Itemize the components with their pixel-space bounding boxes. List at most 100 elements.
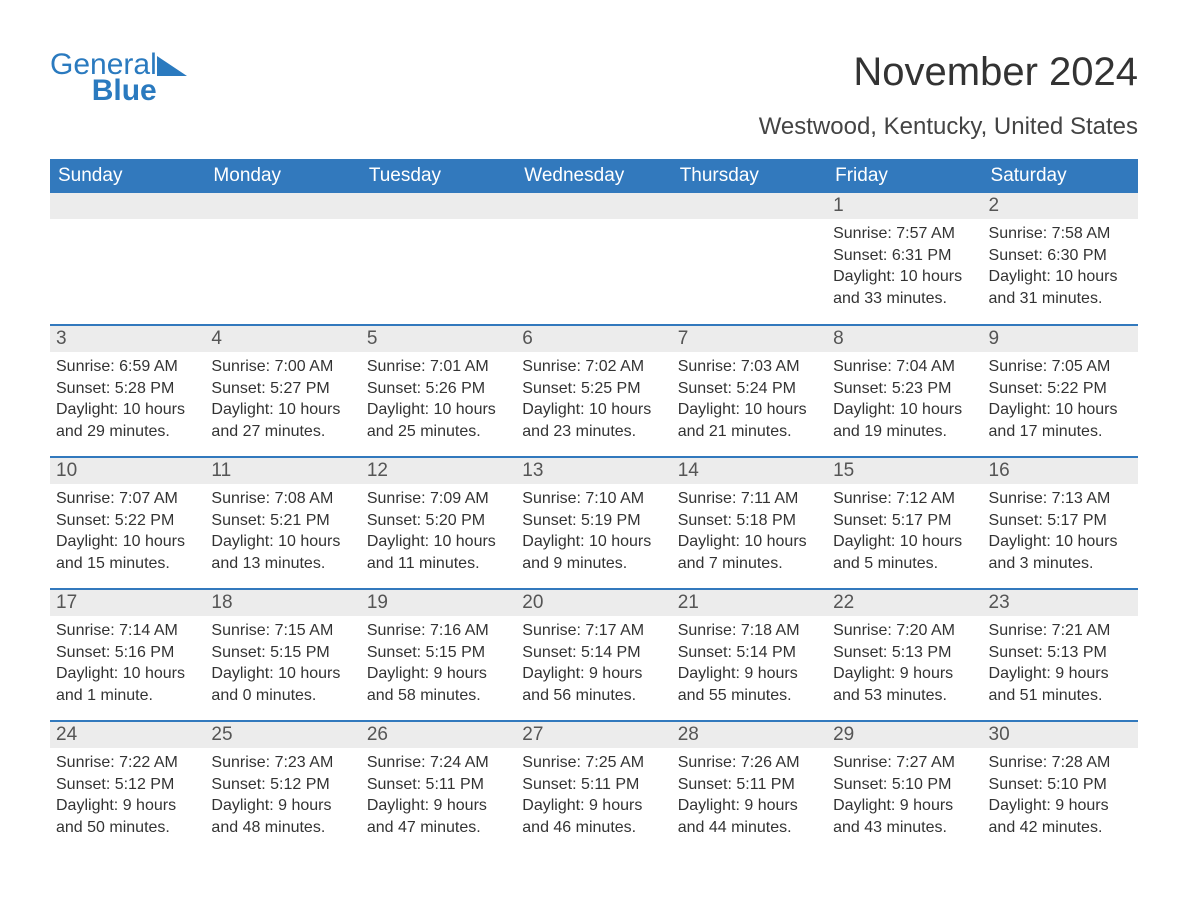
day-details: Sunrise: 7:08 AMSunset: 5:21 PMDaylight:… — [205, 484, 360, 582]
day-number: 3 — [50, 326, 205, 352]
sunset-line: Sunset: 5:15 PM — [367, 642, 510, 664]
sunset-line: Sunset: 5:12 PM — [211, 774, 354, 796]
daylight-line: Daylight: 10 hours and 13 minutes. — [211, 531, 354, 574]
sunrise-line: Sunrise: 7:12 AM — [833, 488, 976, 510]
calendar-cell: 13Sunrise: 7:10 AMSunset: 5:19 PMDayligh… — [516, 457, 671, 589]
day-number: 27 — [516, 722, 671, 748]
sunset-line: Sunset: 5:13 PM — [833, 642, 976, 664]
sunrise-line: Sunrise: 7:04 AM — [833, 356, 976, 378]
calendar-header: Sunday Monday Tuesday Wednesday Thursday… — [50, 159, 1138, 193]
sunrise-line: Sunrise: 7:17 AM — [522, 620, 665, 642]
day-number: 22 — [827, 590, 982, 616]
calendar-cell: 29Sunrise: 7:27 AMSunset: 5:10 PMDayligh… — [827, 721, 982, 853]
sunrise-line: Sunrise: 7:01 AM — [367, 356, 510, 378]
day-number: 5 — [361, 326, 516, 352]
daylight-line: Daylight: 10 hours and 9 minutes. — [522, 531, 665, 574]
calendar-cell — [672, 193, 827, 325]
day-number: 21 — [672, 590, 827, 616]
sunrise-line: Sunrise: 7:03 AM — [678, 356, 821, 378]
calendar-body: 1Sunrise: 7:57 AMSunset: 6:31 PMDaylight… — [50, 193, 1138, 853]
daylight-line: Daylight: 10 hours and 17 minutes. — [989, 399, 1132, 442]
day-details: Sunrise: 7:15 AMSunset: 5:15 PMDaylight:… — [205, 616, 360, 714]
sunset-line: Sunset: 5:11 PM — [522, 774, 665, 796]
day-number: 30 — [983, 722, 1138, 748]
day-details: Sunrise: 7:24 AMSunset: 5:11 PMDaylight:… — [361, 748, 516, 846]
sunrise-line: Sunrise: 7:24 AM — [367, 752, 510, 774]
day-details: Sunrise: 7:58 AMSunset: 6:30 PMDaylight:… — [983, 219, 1138, 317]
page-title: November 2024 — [759, 50, 1138, 95]
calendar-cell: 6Sunrise: 7:02 AMSunset: 5:25 PMDaylight… — [516, 325, 671, 457]
day-number: 2 — [983, 193, 1138, 219]
sunrise-line: Sunrise: 7:58 AM — [989, 223, 1132, 245]
calendar-cell: 28Sunrise: 7:26 AMSunset: 5:11 PMDayligh… — [672, 721, 827, 853]
day-details: Sunrise: 7:03 AMSunset: 5:24 PMDaylight:… — [672, 352, 827, 450]
sunset-line: Sunset: 5:23 PM — [833, 378, 976, 400]
day-details: Sunrise: 7:04 AMSunset: 5:23 PMDaylight:… — [827, 352, 982, 450]
day-number: 7 — [672, 326, 827, 352]
sunset-line: Sunset: 5:27 PM — [211, 378, 354, 400]
sunrise-line: Sunrise: 6:59 AM — [56, 356, 199, 378]
day-details: Sunrise: 7:18 AMSunset: 5:14 PMDaylight:… — [672, 616, 827, 714]
sunrise-line: Sunrise: 7:20 AM — [833, 620, 976, 642]
day-number-bar — [361, 193, 516, 219]
day-number: 29 — [827, 722, 982, 748]
day-number: 14 — [672, 458, 827, 484]
sunset-line: Sunset: 5:14 PM — [522, 642, 665, 664]
sunrise-line: Sunrise: 7:26 AM — [678, 752, 821, 774]
calendar-cell: 19Sunrise: 7:16 AMSunset: 5:15 PMDayligh… — [361, 589, 516, 721]
day-details: Sunrise: 7:05 AMSunset: 5:22 PMDaylight:… — [983, 352, 1138, 450]
header-saturday: Saturday — [983, 159, 1138, 193]
daylight-line: Daylight: 10 hours and 11 minutes. — [367, 531, 510, 574]
daylight-line: Daylight: 10 hours and 15 minutes. — [56, 531, 199, 574]
daylight-line: Daylight: 9 hours and 48 minutes. — [211, 795, 354, 838]
daylight-line: Daylight: 10 hours and 25 minutes. — [367, 399, 510, 442]
header-row: General Blue November 2024 Westwood, Ken… — [50, 50, 1138, 151]
logo: General Blue — [50, 50, 187, 106]
sunrise-line: Sunrise: 7:28 AM — [989, 752, 1132, 774]
day-details: Sunrise: 7:00 AMSunset: 5:27 PMDaylight:… — [205, 352, 360, 450]
day-number: 19 — [361, 590, 516, 616]
header-tuesday: Tuesday — [361, 159, 516, 193]
calendar-cell: 30Sunrise: 7:28 AMSunset: 5:10 PMDayligh… — [983, 721, 1138, 853]
day-details: Sunrise: 7:10 AMSunset: 5:19 PMDaylight:… — [516, 484, 671, 582]
day-details: Sunrise: 7:26 AMSunset: 5:11 PMDaylight:… — [672, 748, 827, 846]
daylight-line: Daylight: 9 hours and 43 minutes. — [833, 795, 976, 838]
day-number: 25 — [205, 722, 360, 748]
daylight-line: Daylight: 10 hours and 31 minutes. — [989, 266, 1132, 309]
sunset-line: Sunset: 5:20 PM — [367, 510, 510, 532]
title-block: November 2024 Westwood, Kentucky, United… — [759, 50, 1138, 151]
sunrise-line: Sunrise: 7:16 AM — [367, 620, 510, 642]
calendar-cell: 25Sunrise: 7:23 AMSunset: 5:12 PMDayligh… — [205, 721, 360, 853]
calendar-cell: 27Sunrise: 7:25 AMSunset: 5:11 PMDayligh… — [516, 721, 671, 853]
calendar-week: 3Sunrise: 6:59 AMSunset: 5:28 PMDaylight… — [50, 325, 1138, 457]
sunrise-line: Sunrise: 7:57 AM — [833, 223, 976, 245]
logo-triangle-icon — [157, 56, 187, 76]
sunset-line: Sunset: 5:11 PM — [678, 774, 821, 796]
daylight-line: Daylight: 9 hours and 56 minutes. — [522, 663, 665, 706]
sunrise-line: Sunrise: 7:00 AM — [211, 356, 354, 378]
location-subtitle: Westwood, Kentucky, United States — [759, 113, 1138, 141]
day-details: Sunrise: 6:59 AMSunset: 5:28 PMDaylight:… — [50, 352, 205, 450]
header-friday: Friday — [827, 159, 982, 193]
calendar-week: 10Sunrise: 7:07 AMSunset: 5:22 PMDayligh… — [50, 457, 1138, 589]
sunset-line: Sunset: 5:12 PM — [56, 774, 199, 796]
sunset-line: Sunset: 5:19 PM — [522, 510, 665, 532]
sunset-line: Sunset: 5:26 PM — [367, 378, 510, 400]
calendar-cell: 20Sunrise: 7:17 AMSunset: 5:14 PMDayligh… — [516, 589, 671, 721]
day-details: Sunrise: 7:21 AMSunset: 5:13 PMDaylight:… — [983, 616, 1138, 714]
sunset-line: Sunset: 5:17 PM — [833, 510, 976, 532]
daylight-line: Daylight: 9 hours and 46 minutes. — [522, 795, 665, 838]
calendar-cell: 5 Sunrise: 7:01 AMSunset: 5:26 PMDaylight… — [361, 325, 516, 457]
daylight-line: Daylight: 9 hours and 55 minutes. — [678, 663, 821, 706]
calendar-week: 24Sunrise: 7:22 AMSunset: 5:12 PMDayligh… — [50, 721, 1138, 853]
calendar-cell — [205, 193, 360, 325]
daylight-line: Daylight: 10 hours and 7 minutes. — [678, 531, 821, 574]
sunset-line: Sunset: 5:10 PM — [989, 774, 1132, 796]
day-number: 11 — [205, 458, 360, 484]
sunset-line: Sunset: 5:17 PM — [989, 510, 1132, 532]
daylight-line: Daylight: 10 hours and 23 minutes. — [522, 399, 665, 442]
daylight-line: Daylight: 10 hours and 29 minutes. — [56, 399, 199, 442]
day-details: Sunrise: 7:12 AMSunset: 5:17 PMDaylight:… — [827, 484, 982, 582]
calendar-week: 1Sunrise: 7:57 AMSunset: 6:31 PMDaylight… — [50, 193, 1138, 325]
day-number: 10 — [50, 458, 205, 484]
